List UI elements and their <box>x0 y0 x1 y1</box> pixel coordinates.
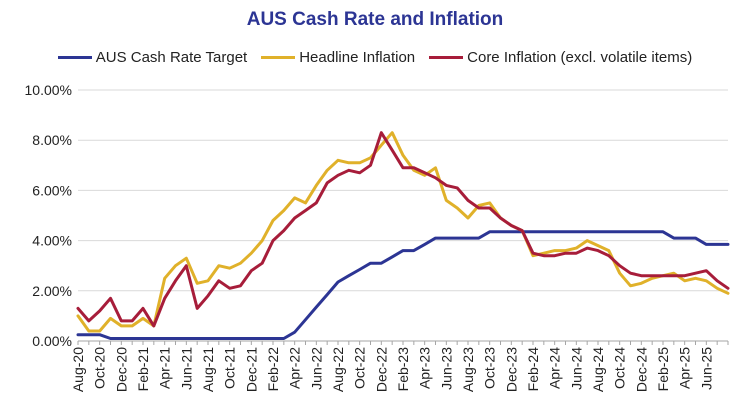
legend-label: AUS Cash Rate Target <box>95 49 248 66</box>
x-tick-label: Apr-21 <box>157 347 173 389</box>
x-tick-label: Oct-22 <box>352 347 368 389</box>
legend-item: AUS Cash Rate Target <box>57 49 248 66</box>
x-tick-label: Jun-25 <box>698 347 714 390</box>
x-tick-label: Apr-23 <box>417 347 433 389</box>
x-tick-label: Dec-23 <box>503 347 519 392</box>
legend-swatch <box>429 56 464 59</box>
x-tick-label: Apr-25 <box>677 347 693 389</box>
x-tick-label: Jun-21 <box>178 347 194 390</box>
y-tick-label: 10.00% <box>25 82 72 98</box>
x-tick-label: Aug-23 <box>460 347 476 392</box>
x-tick-label: Aug-21 <box>200 347 216 392</box>
legend-label: Core Inflation (excl. volatile items) <box>467 49 693 66</box>
x-tick-label: Dec-20 <box>113 347 129 392</box>
legend-swatch <box>261 56 296 59</box>
legend-item: Core Inflation (excl. volatile items) <box>429 49 692 66</box>
x-tick-label: Oct-20 <box>92 347 108 389</box>
y-tick-label: 2.00% <box>32 283 72 299</box>
legend-label: Headline Inflation <box>299 49 416 66</box>
y-tick-label: 0.00% <box>32 333 72 349</box>
y-tick-label: 4.00% <box>32 233 72 249</box>
x-tick-label: Aug-22 <box>330 347 346 392</box>
x-tick-label: Jun-23 <box>438 347 454 390</box>
chart-title: AUS Cash Rate and Inflation <box>246 9 504 30</box>
x-tick-label: Feb-21 <box>135 347 151 392</box>
x-tick-label: Apr-24 <box>547 347 563 389</box>
x-tick-label: Feb-23 <box>395 347 411 392</box>
x-tick-label: Dec-24 <box>633 347 649 392</box>
x-tick-label: Apr-22 <box>287 347 303 389</box>
x-tick-label: Dec-22 <box>373 347 389 392</box>
x-tick-label: Dec-21 <box>243 347 259 392</box>
x-tick-label: Oct-24 <box>612 347 628 389</box>
y-tick-label: 6.00% <box>32 182 72 198</box>
x-tick-label: Jun-24 <box>568 347 584 390</box>
x-tick-label: Feb-24 <box>525 347 541 392</box>
series-line <box>76 131 730 333</box>
series-line <box>76 131 730 328</box>
x-tick-label: Feb-22 <box>265 347 281 392</box>
legend-swatch <box>57 56 92 59</box>
x-tick-label: Feb-25 <box>655 347 671 392</box>
y-tick-label: 8.00% <box>32 132 72 148</box>
legend: AUS Cash Rate Target Headline Inflation Co… <box>0 49 750 66</box>
x-tick-label: Oct-21 <box>222 347 238 389</box>
x-tick-label: Aug-20 <box>70 347 86 392</box>
x-tick-label: Oct-23 <box>482 347 498 389</box>
x-tick-label: Aug-24 <box>590 347 606 392</box>
x-tick-label: Jun-22 <box>308 347 324 390</box>
legend-item: Headline Inflation <box>261 49 415 66</box>
series-line <box>76 230 730 340</box>
